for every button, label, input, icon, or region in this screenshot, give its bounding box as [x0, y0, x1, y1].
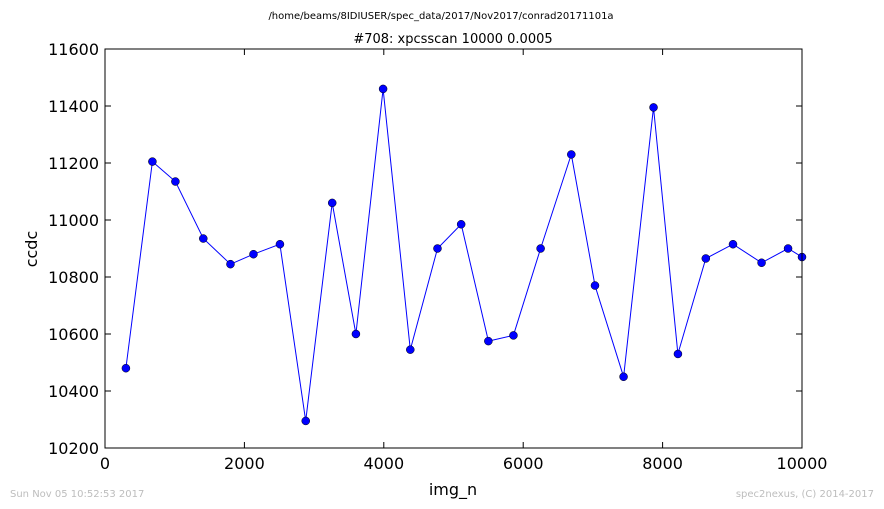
data-point	[536, 244, 545, 253]
axis-ticks: 0 2000 4000 6000 8000 10000 10200 10400 10600 108…	[48, 40, 827, 473]
footer-timestamp: Sun Nov 05 10:52:53 2017	[10, 489, 145, 500]
data-point	[590, 281, 600, 290]
y-tick-label: 10600	[48, 325, 99, 344]
data-point	[226, 259, 235, 269]
data-point	[406, 345, 415, 354]
data-point	[649, 103, 658, 112]
data-point	[199, 234, 208, 243]
data-point	[484, 336, 493, 346]
x-tick-label: 6000	[503, 454, 544, 473]
data-point	[567, 150, 576, 159]
figure-suptitle: /home/beams/8IDIUSER/spec_data/2017/Nov2…	[268, 11, 613, 22]
data-point	[121, 363, 131, 373]
x-tick-label: 0	[100, 454, 110, 473]
y-tick-label: 10400	[48, 382, 99, 401]
x-axis-label: img_n	[429, 480, 477, 500]
data-point	[351, 329, 361, 339]
data-point	[433, 244, 442, 253]
data-point	[673, 349, 683, 359]
x-tick-label: 8000	[642, 454, 683, 473]
plot-area	[105, 49, 802, 448]
data-point	[301, 416, 310, 426]
data-point	[378, 84, 388, 94]
y-tick-label: 10200	[48, 439, 99, 458]
data-point	[783, 244, 793, 253]
data-point	[456, 220, 466, 229]
data-point	[509, 331, 518, 340]
data-series	[121, 84, 807, 426]
data-point	[327, 198, 337, 208]
y-tick-label: 10800	[48, 268, 99, 287]
y-axis-label: ccdc	[22, 231, 41, 268]
data-point	[619, 372, 628, 381]
y-tick-label: 11600	[48, 40, 99, 59]
data-point	[171, 177, 180, 186]
footer-credit: spec2nexus, (C) 2014-2017	[735, 489, 874, 500]
data-point	[249, 249, 258, 259]
data-point	[728, 239, 738, 249]
data-point	[148, 157, 157, 166]
y-tick-label: 11000	[48, 211, 99, 230]
x-tick-label: 10000	[777, 454, 828, 473]
y-tick-label: 11400	[48, 97, 99, 116]
data-point	[275, 239, 285, 249]
y-tick-label: 11200	[48, 154, 99, 173]
chart-title: #708: xpcsscan 10000 0.0005	[353, 32, 552, 47]
x-tick-label: 4000	[363, 454, 404, 473]
data-point	[701, 254, 711, 263]
data-point	[757, 258, 766, 267]
plot-frame	[104, 48, 803, 449]
x-tick-label: 2000	[224, 454, 265, 473]
